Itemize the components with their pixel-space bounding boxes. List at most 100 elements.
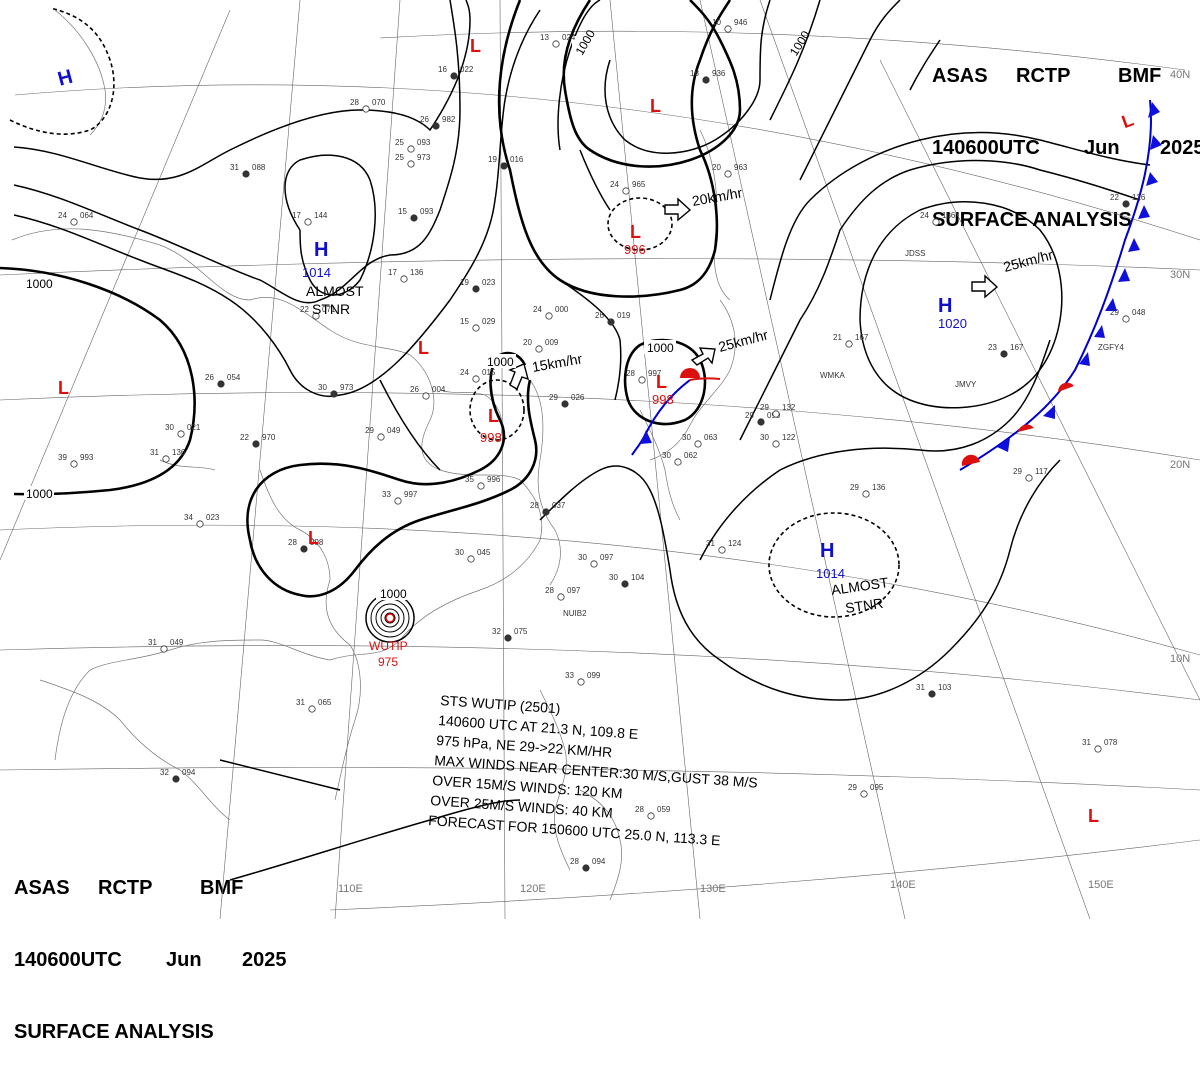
station-pressure: 097 xyxy=(600,553,614,562)
station-marker xyxy=(557,593,565,601)
header-title: SURFACE ANALYSIS xyxy=(932,209,1132,231)
station-pressure: 093 xyxy=(417,138,431,147)
station-pressure: 965 xyxy=(632,180,646,189)
station-temperature: 24 xyxy=(533,305,542,314)
station-pressure: 998 xyxy=(310,538,324,547)
lon-label: 130E xyxy=(700,883,726,895)
station-temperature: 24 xyxy=(610,180,619,189)
station-temperature: 33 xyxy=(565,671,574,680)
station-pressure: 075 xyxy=(514,627,528,636)
center-note: STNR xyxy=(312,301,350,317)
station-marker xyxy=(394,497,402,505)
station-pressure: 946 xyxy=(734,18,748,27)
lon-label: 140E xyxy=(890,879,916,891)
lat-label: 20N xyxy=(1170,459,1190,471)
lat-label: 30N xyxy=(1170,269,1190,281)
station-marker xyxy=(196,520,204,528)
station-temperature: 25 xyxy=(395,153,404,162)
station-marker xyxy=(500,162,508,170)
station-temperature: 28 xyxy=(626,369,635,378)
station-temperature: 28 xyxy=(288,538,297,547)
station-marker xyxy=(432,122,440,130)
station-pressure: 054 xyxy=(227,373,241,382)
isobar-label: 1000 xyxy=(26,277,53,291)
low-center-symbol: L xyxy=(470,36,481,56)
station-marker xyxy=(312,312,320,320)
station-pressure: 049 xyxy=(387,426,401,435)
station-temperature: 32 xyxy=(160,768,169,777)
high-center-value: 1020 xyxy=(938,316,967,331)
station-temperature: 30 xyxy=(455,548,464,557)
station-pressure: 062 xyxy=(684,451,698,460)
station-pressure: 023 xyxy=(206,513,220,522)
surface-analysis-map: 1000 1000 1000 1000 1000 1000 1000 40N 3… xyxy=(0,0,1200,919)
station-temperature: 31 xyxy=(150,448,159,457)
station-temperature: 18 xyxy=(690,69,699,78)
station-marker xyxy=(400,275,408,283)
station-marker xyxy=(928,690,936,698)
station-marker xyxy=(552,40,560,48)
station-pressure: 117 xyxy=(1035,467,1048,476)
motion-arrows xyxy=(508,197,999,391)
station-code: ZGFY4 xyxy=(1098,343,1124,352)
station-marker xyxy=(542,508,550,516)
footer-year: 2025 xyxy=(242,949,287,971)
station-temperature: 31 xyxy=(916,683,925,692)
typhoon-pressure: 975 xyxy=(378,655,398,669)
station-temperature: 31 xyxy=(230,163,239,172)
station-pressure: 136 xyxy=(872,483,886,492)
station-temperature: 29 xyxy=(850,483,859,492)
low-center-symbol: L xyxy=(418,338,429,358)
station-pressure: 970 xyxy=(262,433,276,442)
station-temperature: 15 xyxy=(398,207,407,216)
station-temperature: 28 xyxy=(350,98,359,107)
station-temperature: 22 xyxy=(240,433,249,442)
station-pressure: 996 xyxy=(487,475,501,484)
station-temperature: 29 xyxy=(1110,308,1119,317)
high-center-symbol: H xyxy=(938,295,952,317)
station-marker xyxy=(772,410,780,418)
high-center-value: 1014 xyxy=(302,265,331,280)
station-marker xyxy=(300,545,308,553)
station-marker xyxy=(561,400,569,408)
station-marker xyxy=(1094,745,1102,753)
station-temperature: 26 xyxy=(410,385,419,394)
station-temperature: 26 xyxy=(420,115,429,124)
station-codes: JDSS JMVY ZGFY4 WMKA NUIB2 xyxy=(563,249,1124,618)
station-pressure: 144 xyxy=(314,211,328,220)
station-temperature: 29 xyxy=(760,403,769,412)
station-temperature: 31 xyxy=(1082,738,1091,747)
station-pressure: 993 xyxy=(80,453,94,462)
coastlines xyxy=(11,9,736,901)
station-pressure: 104 xyxy=(631,573,645,582)
station-pressure: 973 xyxy=(340,383,354,392)
station-marker xyxy=(860,790,868,798)
station-pressure: 078 xyxy=(1104,738,1118,747)
station-temperature: 20 xyxy=(712,163,721,172)
station-temperature: 28 xyxy=(635,805,644,814)
station-marker xyxy=(718,546,726,554)
low-center-symbol: L xyxy=(1119,110,1136,133)
station-marker xyxy=(70,218,78,226)
station-temperature: 28 xyxy=(545,586,554,595)
station-pressure: 126 xyxy=(1132,193,1146,202)
station-temperature: 24 xyxy=(460,368,469,377)
station-temperature: 31 xyxy=(296,698,305,707)
footer-office: BMF xyxy=(200,877,244,899)
footer-valid: 140600UTC xyxy=(14,949,122,971)
station-marker xyxy=(472,285,480,293)
station-temperature: 31 xyxy=(148,638,157,647)
station-pressure: 963 xyxy=(734,163,748,172)
front xyxy=(631,99,1162,471)
station-code: JMVY xyxy=(955,380,977,389)
station-pressure: 099 xyxy=(587,671,601,680)
station-marker xyxy=(504,634,512,642)
station-marker xyxy=(932,218,940,226)
station-pressure: 059 xyxy=(657,805,671,814)
station-temperature: 29 xyxy=(745,411,754,420)
station-temperature: 33 xyxy=(382,490,391,499)
header-year: 2025 xyxy=(1160,137,1200,159)
station-temperature: 29 xyxy=(1013,467,1022,476)
station-marker xyxy=(535,345,543,353)
center-note: ALMOST xyxy=(306,283,364,299)
